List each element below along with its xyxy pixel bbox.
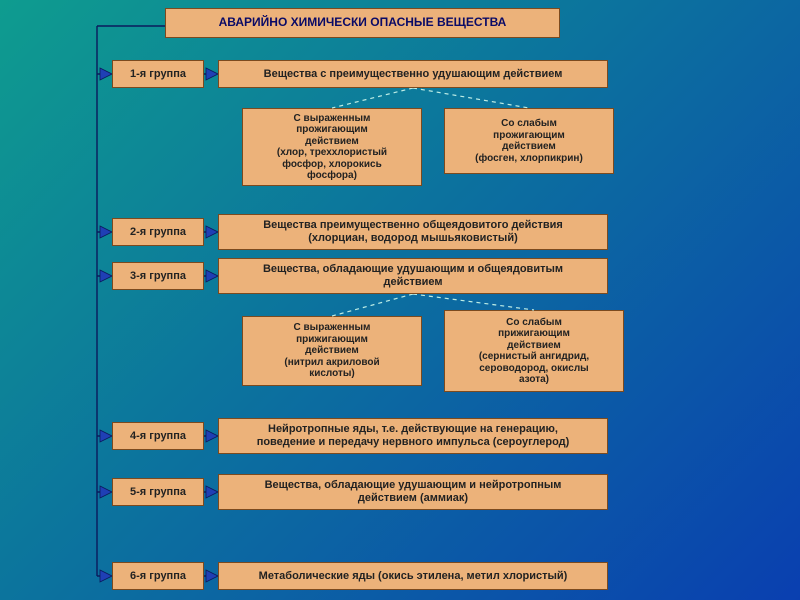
g3-sub-0-text: С выраженным прижигающим действием (нитр… [284, 322, 379, 380]
g2-desc: Вещества преимущественно общеядовитого д… [218, 214, 608, 250]
arrow-to-g4-desc [204, 429, 218, 443]
g6-label-text: 6-я группа [130, 570, 186, 583]
g1-sub-1-text: Со слабым прожигающим действием (фосген,… [475, 118, 583, 164]
g5-label-text: 5-я группа [130, 486, 186, 499]
g1-sub-1: Со слабым прожигающим действием (фосген,… [444, 108, 614, 174]
g1-label: 1-я группа [112, 60, 204, 88]
g3-sub-0: С выраженным прижигающим действием (нитр… [242, 316, 422, 386]
g2-label-text: 2-я группа [130, 226, 186, 239]
arrow-to-g5-desc [204, 485, 218, 499]
g5-desc-text: Вещества, обладающие удушающим и нейротр… [265, 479, 562, 504]
g1-dash-0 [332, 88, 415, 110]
arrow-to-g4-label [97, 429, 112, 443]
g3-sub-1-text: Со слабым прижигающим действием (сернист… [479, 317, 589, 386]
g4-label-text: 4-я группа [130, 430, 186, 443]
arrow-to-g3-desc [204, 269, 218, 283]
arrow-to-g1-desc [204, 67, 218, 81]
g5-desc: Вещества, обладающие удушающим и нейротр… [218, 474, 608, 510]
g3-label-text: 3-я группа [130, 270, 186, 283]
g6-label: 6-я группа [112, 562, 204, 590]
g2-label: 2-я группа [112, 218, 204, 246]
spine-to-title [97, 24, 167, 28]
g4-label: 4-я группа [112, 422, 204, 450]
g3-desc-text: Вещества, обладающие удушающим и общеядо… [263, 263, 563, 288]
arrow-to-g6-label [97, 569, 112, 583]
arrow-to-g5-label [97, 485, 112, 499]
g3-dash-0 [332, 294, 415, 318]
g6-desc: Метаболические яды (окись этилена, метил… [218, 562, 608, 590]
g4-desc-text: Нейротропные яды, т.е. действующие на ге… [257, 423, 570, 448]
g3-desc: Вещества, обладающие удушающим и общеядо… [218, 258, 608, 294]
g1-desc: Вещества с преимущественно удушающим дей… [218, 60, 608, 88]
g1-desc-text: Вещества с преимущественно удушающим дей… [264, 68, 563, 81]
arrow-to-g6-desc [204, 569, 218, 583]
arrow-to-g3-label [97, 269, 112, 283]
title-box-text: АВАРИЙНО ХИМИЧЕСКИ ОПАСНЫЕ ВЕЩЕСТВА [219, 16, 507, 30]
g3-dash-1 [413, 294, 536, 312]
g4-desc: Нейротропные яды, т.е. действующие на ге… [218, 418, 608, 454]
g1-sub-0: С выраженным прожигающим действием (хлор… [242, 108, 422, 186]
arrow-to-g1-label [97, 67, 112, 81]
g1-label-text: 1-я группа [130, 68, 186, 81]
g2-desc-text: Вещества преимущественно общеядовитого д… [263, 219, 563, 244]
arrow-to-g2-label [97, 225, 112, 239]
arrow-to-g2-desc [204, 225, 218, 239]
g5-label: 5-я группа [112, 478, 204, 506]
diagram-stage: АВАРИЙНО ХИМИЧЕСКИ ОПАСНЫЕ ВЕЩЕСТВА 1-я г… [0, 0, 800, 600]
g1-sub-0-text: С выраженным прожигающим действием (хлор… [277, 113, 387, 182]
g3-sub-1: Со слабым прижигающим действием (сернист… [444, 310, 624, 392]
g6-desc-text: Метаболические яды (окись этилена, метил… [259, 570, 568, 583]
g1-dash-1 [413, 88, 531, 110]
g3-label: 3-я группа [112, 262, 204, 290]
title-box: АВАРИЙНО ХИМИЧЕСКИ ОПАСНЫЕ ВЕЩЕСТВА [165, 8, 560, 38]
